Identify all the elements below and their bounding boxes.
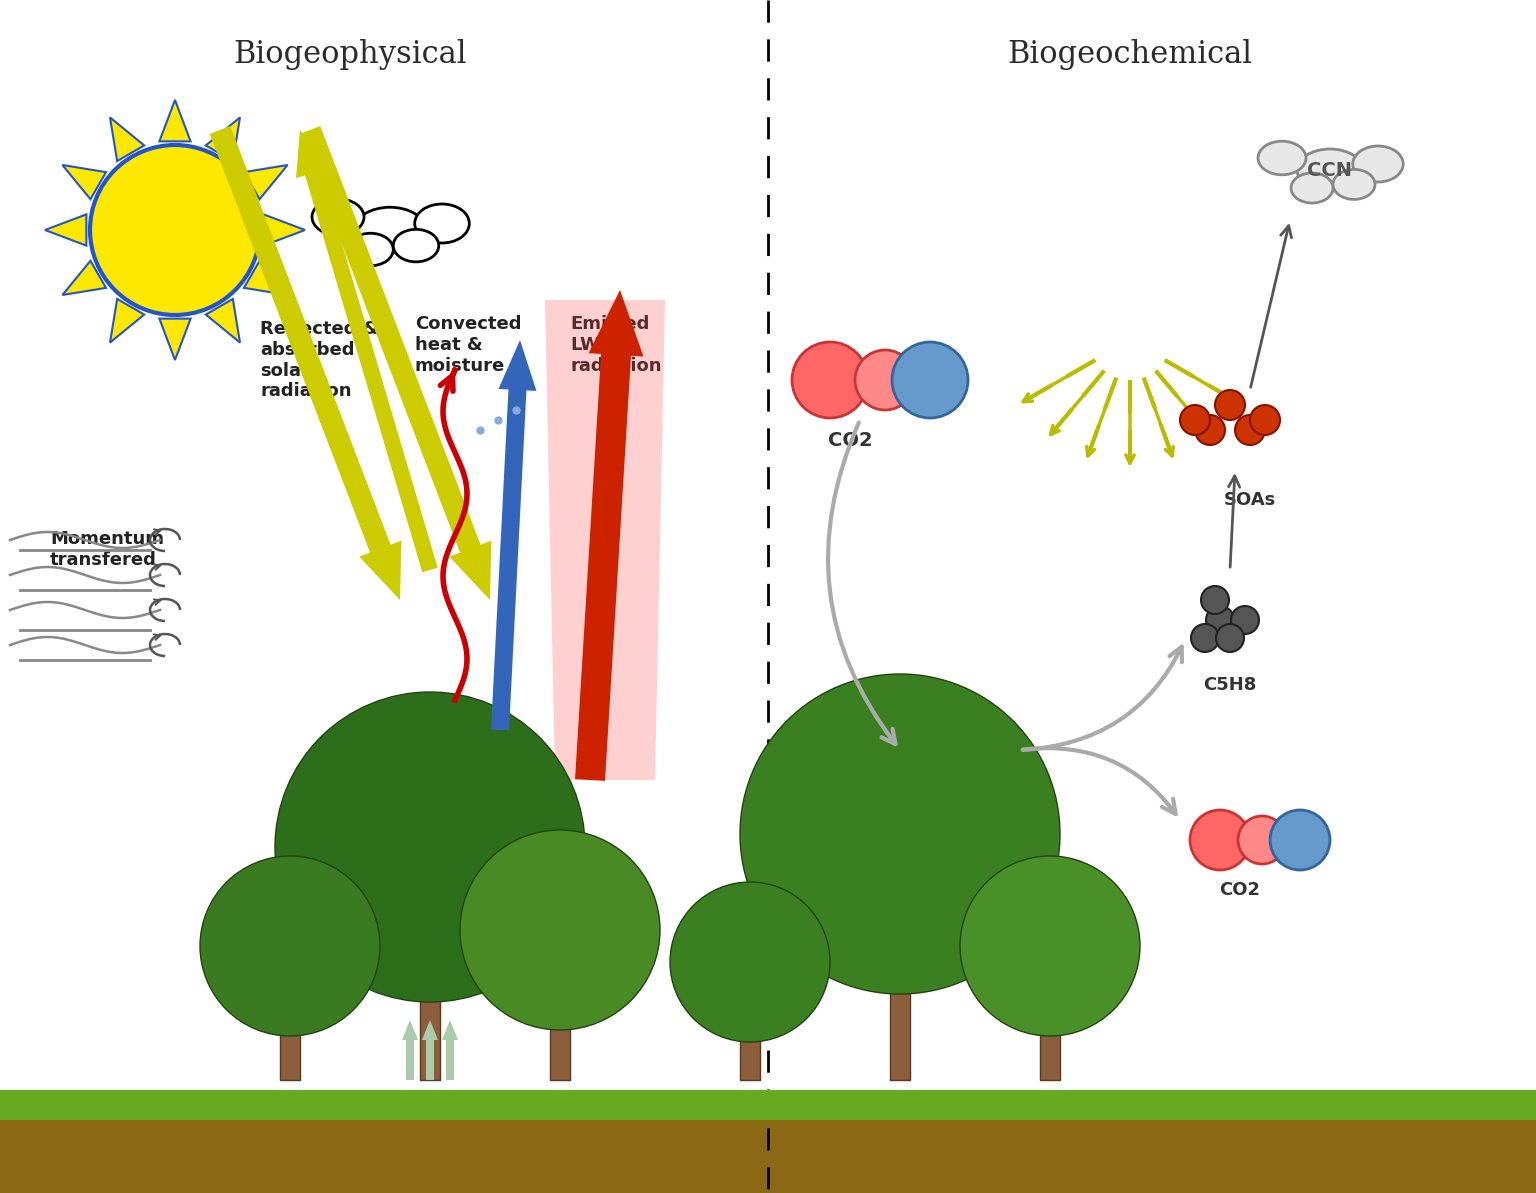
Polygon shape: [63, 261, 106, 295]
Circle shape: [275, 692, 585, 1002]
Text: Biogeophysical: Biogeophysical: [233, 39, 467, 70]
Polygon shape: [264, 215, 306, 246]
Circle shape: [892, 342, 968, 418]
Polygon shape: [0, 1120, 1536, 1193]
Ellipse shape: [415, 204, 470, 243]
Text: Momentum
transfered: Momentum transfered: [51, 530, 164, 569]
Circle shape: [1217, 624, 1244, 653]
Circle shape: [740, 674, 1060, 994]
Text: CO2: CO2: [1220, 880, 1261, 900]
Polygon shape: [574, 290, 644, 781]
Ellipse shape: [312, 199, 364, 235]
Text: CO2: CO2: [828, 431, 872, 450]
Polygon shape: [300, 126, 492, 600]
Polygon shape: [160, 319, 190, 360]
Polygon shape: [244, 261, 287, 295]
Circle shape: [1190, 810, 1250, 870]
Circle shape: [1180, 404, 1210, 435]
Circle shape: [1230, 606, 1260, 633]
Text: Convected
heat &
moisture: Convected heat & moisture: [415, 315, 522, 375]
Ellipse shape: [355, 208, 425, 253]
Circle shape: [200, 857, 379, 1036]
Polygon shape: [111, 299, 144, 342]
Circle shape: [1238, 816, 1286, 864]
Polygon shape: [889, 931, 909, 1080]
Ellipse shape: [347, 234, 393, 266]
Polygon shape: [740, 1010, 760, 1080]
Text: Reflected &
absorbed
solar
radiation: Reflected & absorbed solar radiation: [260, 320, 378, 401]
Polygon shape: [63, 165, 106, 199]
Polygon shape: [206, 299, 240, 342]
Circle shape: [856, 350, 915, 410]
Polygon shape: [296, 130, 438, 573]
Polygon shape: [1040, 1000, 1060, 1080]
Circle shape: [670, 882, 829, 1041]
Circle shape: [960, 857, 1140, 1036]
Polygon shape: [545, 299, 665, 780]
Polygon shape: [244, 165, 287, 199]
Circle shape: [1206, 606, 1233, 633]
Text: Emitted
LW
radiation: Emitted LW radiation: [570, 315, 662, 375]
Polygon shape: [210, 126, 401, 600]
Polygon shape: [160, 100, 190, 141]
Text: C5H8: C5H8: [1203, 676, 1256, 694]
Polygon shape: [402, 1020, 418, 1080]
Circle shape: [1250, 404, 1279, 435]
Polygon shape: [422, 1020, 438, 1080]
Polygon shape: [442, 1020, 458, 1080]
Circle shape: [1270, 810, 1330, 870]
Text: CCN: CCN: [1307, 161, 1353, 179]
Ellipse shape: [393, 229, 439, 261]
Circle shape: [91, 146, 260, 315]
Polygon shape: [111, 117, 144, 161]
Circle shape: [459, 830, 660, 1030]
Circle shape: [1190, 624, 1220, 653]
Circle shape: [793, 342, 868, 418]
Ellipse shape: [1353, 146, 1404, 183]
Polygon shape: [492, 340, 536, 730]
Polygon shape: [0, 1090, 1536, 1120]
Polygon shape: [550, 990, 570, 1080]
Text: Biogeochemical: Biogeochemical: [1008, 39, 1252, 70]
Ellipse shape: [1296, 149, 1362, 191]
Ellipse shape: [1258, 141, 1306, 175]
Text: SOAs: SOAs: [1224, 492, 1276, 509]
Polygon shape: [45, 215, 86, 246]
Ellipse shape: [1290, 173, 1333, 203]
Circle shape: [1215, 390, 1246, 420]
Polygon shape: [206, 117, 240, 161]
Ellipse shape: [1333, 169, 1375, 199]
Circle shape: [1195, 415, 1226, 445]
Polygon shape: [419, 940, 439, 1080]
Polygon shape: [280, 1000, 300, 1080]
Circle shape: [1201, 586, 1229, 614]
Circle shape: [1235, 415, 1266, 445]
